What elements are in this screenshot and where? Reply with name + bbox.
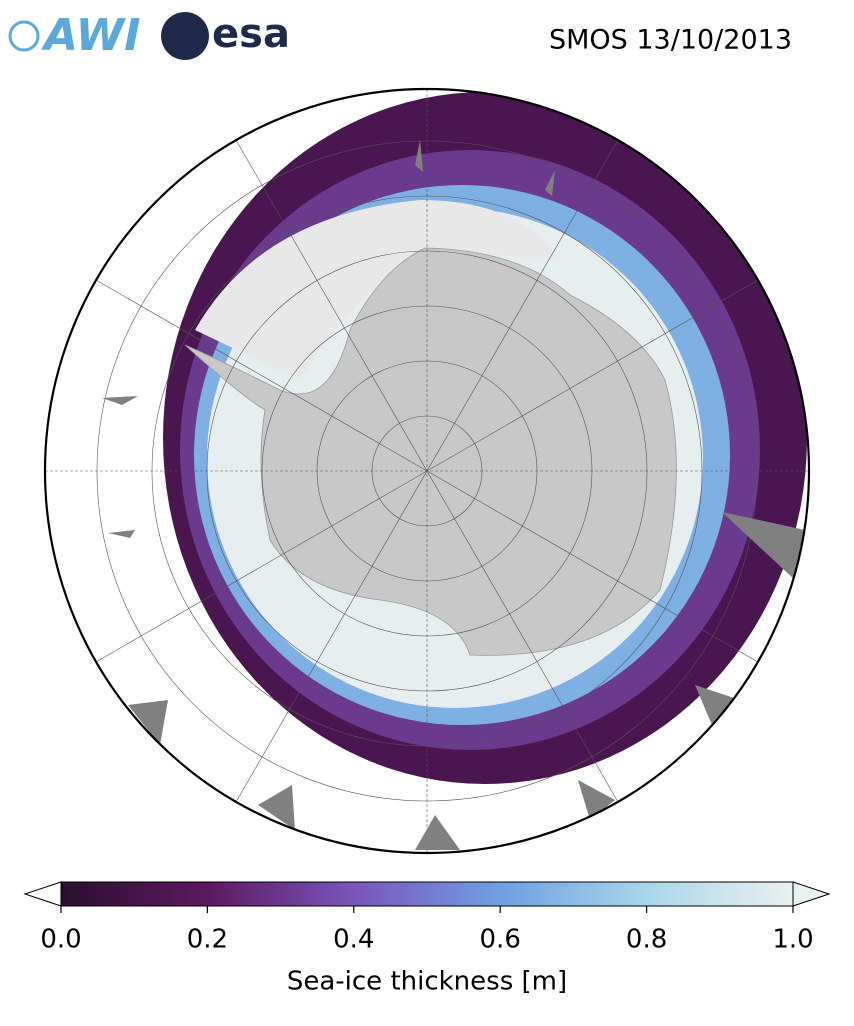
logos: AWI esa bbox=[8, 10, 290, 61]
colorbar-tick-label: 0.8 bbox=[626, 925, 667, 955]
islands bbox=[102, 140, 805, 850]
ice-shelf bbox=[195, 200, 560, 380]
esa-emblem bbox=[161, 12, 209, 60]
title: SMOS 13/10/2013 bbox=[549, 25, 792, 56]
map-frame bbox=[43, 87, 811, 855]
colorbar-tick-label: 0.2 bbox=[187, 925, 228, 955]
awi-emblem bbox=[8, 20, 40, 52]
colorbar: Sea-ice thickness [m] 0.0 0.2 0.4 0.6 0.8 1.0 bbox=[23, 881, 831, 997]
colorbar-over bbox=[792, 881, 831, 907]
colorbar-label: Sea-ice thickness [m] bbox=[287, 967, 567, 997]
esa-logo: esa bbox=[212, 11, 290, 57]
colorbar-tick-label: 0.6 bbox=[480, 925, 521, 955]
colorbar-tick-label: 0.0 bbox=[40, 925, 81, 955]
colorbar-tick-label: 1.0 bbox=[772, 925, 813, 955]
awi-logo: AWI bbox=[41, 10, 141, 61]
graticule bbox=[45, 89, 809, 853]
colorbar-ramp bbox=[60, 881, 794, 907]
colorbar-under bbox=[23, 881, 62, 907]
map bbox=[45, 89, 809, 853]
antarctica bbox=[184, 247, 677, 656]
colorbar-tick-label: 0.4 bbox=[333, 925, 374, 955]
